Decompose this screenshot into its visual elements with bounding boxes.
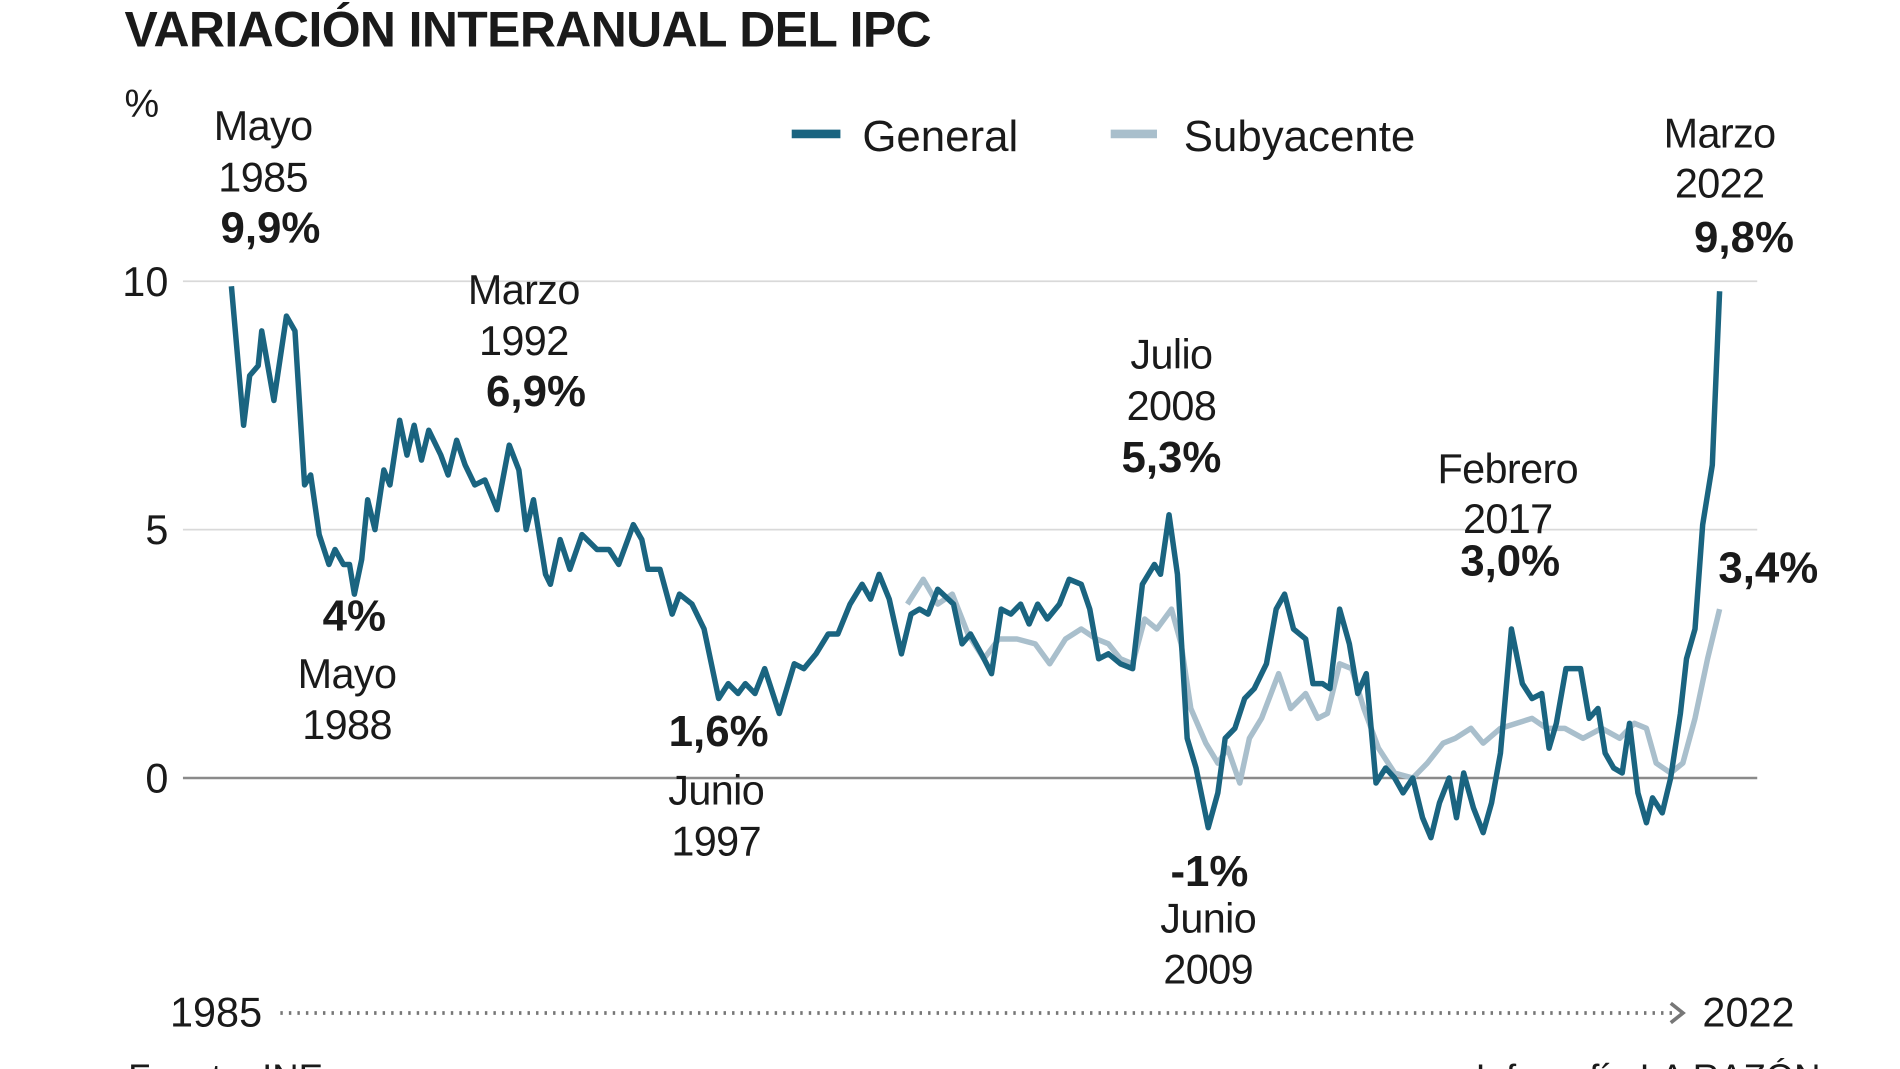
annotation-text: Mayo [214,103,313,149]
annotation-value: 3,4% [1718,543,1818,592]
source: Fuente: INE [128,1057,323,1069]
annotation-value: 9,9% [220,203,320,252]
annotation-text: Febrero [1437,446,1578,492]
annotation-text: Junio [1160,895,1256,941]
chart-title: VARIACIÓN INTERANUAL DEL IPC [125,1,931,57]
annotation-value: -1% [1170,847,1248,896]
series-line [905,576,1723,786]
annotation-text: Mayo [298,651,397,697]
annotation-value: 3,0% [1460,536,1560,585]
annotation-text: 2008 [1127,383,1217,429]
series-line [228,286,1723,841]
legend-label: General [862,112,1018,161]
x-end-label: 2022 [1702,989,1794,1035]
annotation-text: 2022 [1675,160,1765,206]
annotation-text: Junio [668,767,764,813]
annotation-text: 1988 [302,702,392,748]
annotation-text: 1992 [479,318,569,364]
annotation-text: 2017 [1463,496,1553,542]
credit: Infografía LA RAZÓN [1476,1057,1821,1069]
annotation-value: 1,6% [669,707,769,756]
annotation-value: 5,3% [1121,433,1221,482]
x-start-label: 1985 [170,989,262,1035]
time-arrow-head [1669,1001,1686,1025]
annotation-text: Marzo [1664,111,1776,157]
y-axis-label: % [125,83,160,126]
annotation-text: 2009 [1163,947,1253,993]
legend-label: Subyacente [1184,112,1415,161]
annotation-text: Marzo [468,267,580,313]
y-tick-label: 0 [145,756,168,802]
annotation-value: 9,8% [1694,213,1794,262]
annotation-text: Julio [1130,332,1212,378]
annotation-value: 4% [323,592,386,641]
annotation-text: 1997 [671,819,761,865]
y-tick-label: 10 [122,259,168,305]
y-tick-label: 5 [145,507,168,553]
annotation-text: 1985 [218,154,308,200]
annotation-value: 6,9% [486,367,586,416]
